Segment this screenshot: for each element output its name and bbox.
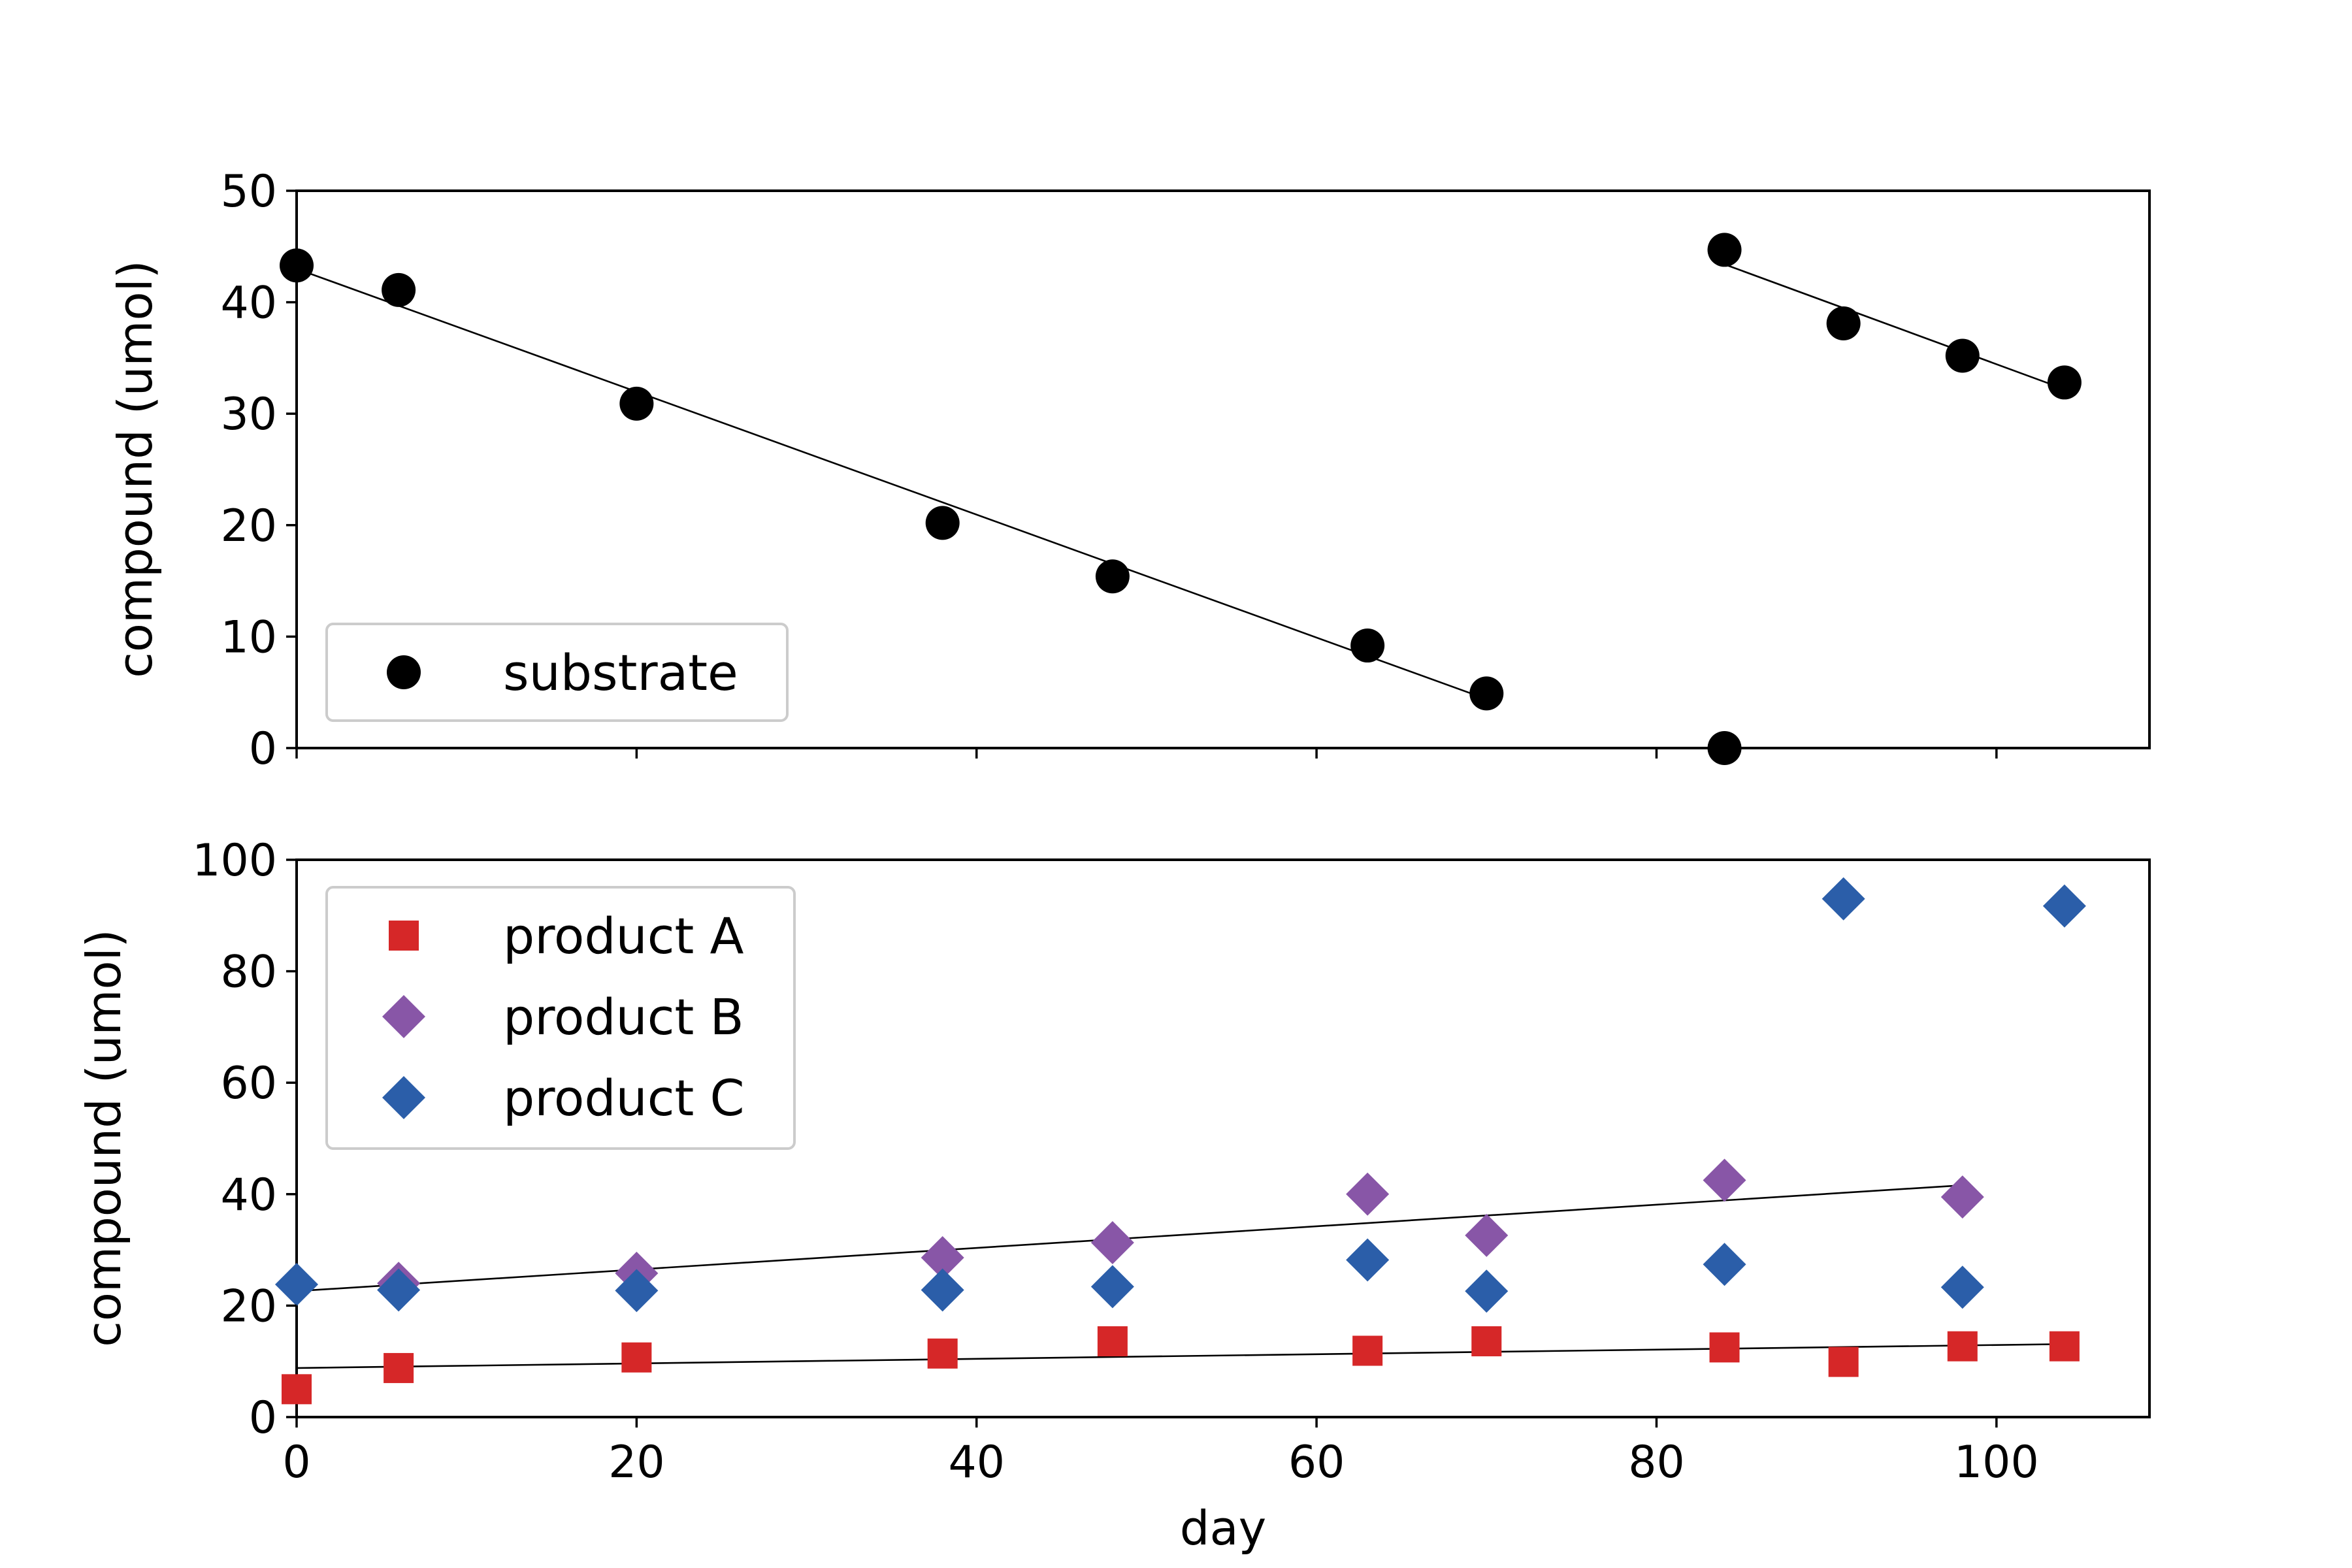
x-tick-label: 40	[948, 1437, 1005, 1488]
product-a-point	[621, 1342, 652, 1373]
product-c-point	[1940, 1266, 1984, 1309]
product-a-point	[1097, 1326, 1128, 1356]
product-c-point	[1703, 1243, 1746, 1286]
product-c-point	[1465, 1269, 1509, 1313]
product-a-point	[1471, 1326, 1502, 1356]
legend-box	[325, 623, 789, 722]
products-fit-lines	[296, 1184, 2065, 1369]
product-c-point	[921, 1268, 964, 1312]
product-a-point	[1828, 1347, 1859, 1377]
substrate-point	[1095, 559, 1130, 594]
legend-box	[325, 886, 796, 1150]
product-c-point	[1090, 1265, 1134, 1309]
products-legend: product A product B product C	[325, 886, 796, 1150]
product-a-point	[1352, 1335, 1383, 1366]
y-tick-label: 40	[220, 278, 277, 329]
products-x-ticks: 0 20 40 60 80 100	[282, 1417, 2039, 1488]
substrate-plot-area	[295, 189, 2151, 749]
product-c-point	[615, 1269, 659, 1313]
substrate-fit-lines	[296, 263, 2065, 700]
y-tick-label: 20	[220, 500, 277, 552]
y-tick-label: 50	[220, 166, 277, 218]
product-a-point	[927, 1338, 958, 1369]
product-a-point	[282, 1374, 312, 1405]
product-b-point	[1346, 1172, 1390, 1216]
substrate-point	[1350, 629, 1385, 663]
fit-line	[296, 268, 1487, 700]
fit-line	[296, 1343, 2065, 1369]
product-a-point	[1947, 1331, 1978, 1362]
substrate-point	[1826, 306, 1861, 341]
products-y-ticks: 0 20 40 60 80 100	[192, 835, 297, 1444]
substrate-legend-marker	[387, 655, 421, 689]
substrate-point	[1707, 233, 1742, 267]
product-b-point	[1090, 1221, 1134, 1265]
legend-label-product-c: product C	[503, 1069, 745, 1127]
x-tick-label: 80	[1628, 1437, 1685, 1488]
substrate-point	[925, 506, 960, 540]
product-b-point	[1940, 1175, 1984, 1219]
product-b-point	[1703, 1158, 1746, 1202]
product-c-legend-marker	[382, 1076, 425, 1119]
products-y-axis-label: compound (umol)	[76, 929, 131, 1347]
fit-line	[1724, 263, 2065, 390]
y-tick-label: 60	[220, 1058, 277, 1109]
y-tick-label: 20	[220, 1281, 277, 1332]
y-tick-label: 30	[220, 389, 277, 440]
product-b-point	[921, 1236, 964, 1280]
products-panel: 0 20 40 60 80 100 0 20 40 60 80 100 compound (umol…	[76, 835, 2151, 1556]
product-c-point	[1821, 877, 1865, 921]
product-c-point	[275, 1262, 318, 1306]
legend-label-substrate: substrate	[503, 644, 738, 702]
y-tick-label: 80	[220, 947, 277, 998]
products-plot-area	[295, 858, 2151, 1418]
y-tick-label: 0	[249, 723, 277, 775]
product-b-legend-marker	[382, 995, 425, 1038]
product-a-legend-marker	[389, 921, 419, 951]
product-a-point	[1709, 1332, 1740, 1363]
x-tick-label: 100	[1954, 1437, 2039, 1488]
substrate-point	[1945, 338, 1980, 373]
x-tick-label: 60	[1288, 1437, 1345, 1488]
substrate-point	[2047, 365, 2082, 400]
legend-label-product-b: product B	[503, 988, 744, 1046]
substrate-y-axis-label: compound (umol)	[108, 260, 163, 678]
x-axis-label: day	[1180, 1501, 1266, 1556]
y-tick-label: 100	[192, 835, 277, 887]
substrate-point	[382, 272, 416, 307]
substrate-point	[1707, 731, 1742, 765]
substrate-point	[1469, 676, 1504, 711]
y-tick-label: 40	[220, 1169, 277, 1221]
substrate-panel: 0 10 20 30 40 50 compound (umol) substrate	[108, 166, 2151, 775]
substrate-x-ticks	[295, 748, 1998, 759]
legend-label-product-a: product A	[503, 907, 743, 965]
substrate-point	[619, 386, 654, 421]
product-c-point	[2042, 884, 2086, 928]
substrate-legend: substrate	[325, 623, 789, 722]
product-c-point	[377, 1268, 421, 1312]
product-a-point	[2049, 1331, 2080, 1362]
substrate-points	[280, 233, 2082, 765]
y-tick-label: 0	[249, 1392, 277, 1444]
products-points	[275, 877, 2086, 1405]
x-tick-label: 0	[282, 1437, 310, 1488]
product-c-point	[1346, 1238, 1390, 1282]
product-a-point	[384, 1352, 414, 1383]
y-tick-label: 10	[220, 612, 277, 663]
product-b-point	[1465, 1213, 1509, 1257]
substrate-point	[280, 248, 314, 283]
x-tick-label: 20	[608, 1437, 665, 1488]
substrate-y-ticks: 0 10 20 30 40 50	[220, 166, 297, 775]
